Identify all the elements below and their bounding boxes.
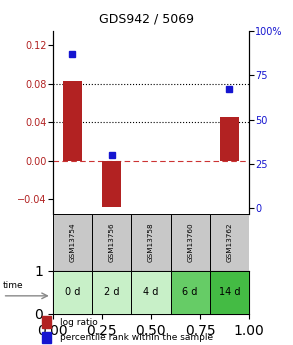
Bar bbox=[53, 271, 92, 314]
Text: 2 d: 2 d bbox=[104, 287, 119, 297]
Text: GSM13754: GSM13754 bbox=[69, 223, 75, 262]
Text: percentile rank within the sample: percentile rank within the sample bbox=[59, 333, 213, 342]
Text: 4 d: 4 d bbox=[143, 287, 159, 297]
Text: GSM13762: GSM13762 bbox=[226, 223, 232, 262]
Text: 0 d: 0 d bbox=[65, 287, 80, 297]
Bar bbox=[220, 117, 239, 161]
Bar bbox=[171, 271, 210, 314]
Text: log ratio: log ratio bbox=[59, 317, 97, 326]
Text: time: time bbox=[3, 282, 23, 290]
Bar bbox=[42, 316, 51, 328]
Bar bbox=[171, 214, 210, 271]
Text: GDS942 / 5069: GDS942 / 5069 bbox=[99, 12, 194, 25]
Bar bbox=[210, 271, 249, 314]
Bar bbox=[42, 332, 51, 344]
Bar bbox=[53, 214, 92, 271]
Bar bbox=[92, 214, 131, 271]
Text: 6 d: 6 d bbox=[183, 287, 198, 297]
Bar bbox=[92, 271, 131, 314]
Bar bbox=[102, 161, 121, 207]
Text: GSM13760: GSM13760 bbox=[187, 223, 193, 262]
Bar bbox=[63, 81, 82, 161]
Text: GSM13756: GSM13756 bbox=[109, 223, 115, 262]
Bar bbox=[131, 271, 171, 314]
Bar bbox=[210, 214, 249, 271]
Text: GSM13758: GSM13758 bbox=[148, 223, 154, 262]
Text: 14 d: 14 d bbox=[219, 287, 240, 297]
Bar bbox=[131, 214, 171, 271]
